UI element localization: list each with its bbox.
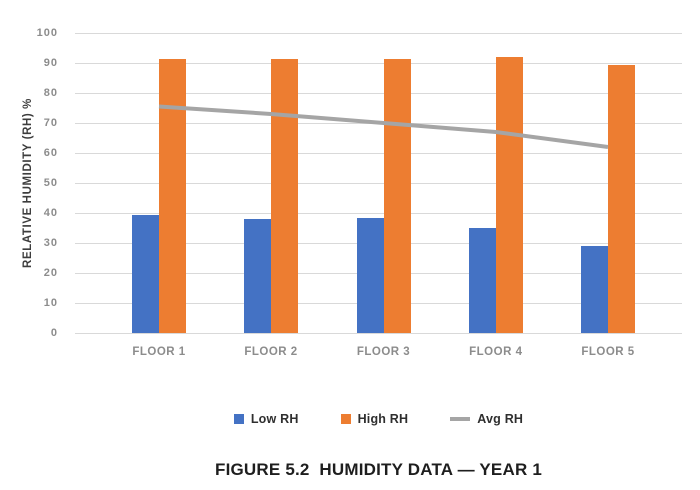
- legend-label: Avg RH: [477, 412, 524, 426]
- gridline: [75, 33, 682, 34]
- gridline: [75, 153, 682, 154]
- y-axis-tick-label: 100: [36, 27, 58, 39]
- legend-square-swatch: [340, 414, 351, 424]
- legend-item-avg-rh: Avg RH: [450, 412, 523, 426]
- bar-group-floor-5: [581, 64, 635, 333]
- legend-item-high-rh: High RH: [340, 412, 409, 426]
- gridline: [75, 93, 682, 94]
- y-axis-tick-label: 60: [43, 147, 58, 159]
- x-axis-label: FLOOR 5: [581, 346, 635, 358]
- bar-group-floor-3: [356, 58, 411, 333]
- gridline: [75, 333, 682, 334]
- bar-high-rh: [495, 57, 523, 333]
- y-axis-tick-label: 10: [43, 297, 58, 309]
- gridline: [75, 183, 682, 184]
- bar-low-rh: [244, 219, 271, 333]
- bar-high-rh: [383, 58, 411, 333]
- legend-line-swatch: [450, 417, 471, 421]
- y-axis-tick-label: 0: [50, 327, 58, 339]
- x-axis-label: FLOOR 2: [244, 346, 298, 358]
- y-axis-tick-label: 40: [43, 207, 58, 219]
- bar-low-rh: [356, 217, 384, 333]
- plot-area: [75, 33, 682, 334]
- legend: Low RH High RH Avg RH: [75, 412, 682, 426]
- x-axis-label: FLOOR 3: [356, 346, 411, 358]
- y-axis-tick-label: 90: [43, 57, 58, 69]
- x-axis-label: FLOOR 1: [132, 346, 186, 358]
- bar-high-rh: [271, 58, 298, 333]
- bar-low-rh: [468, 228, 496, 333]
- bar-group-floor-2: [244, 58, 298, 333]
- legend-label: Low RH: [250, 412, 299, 426]
- legend-label: High RH: [357, 412, 409, 426]
- gridline: [75, 63, 682, 64]
- bar-low-rh: [581, 246, 608, 333]
- bar-group-floor-1: [132, 58, 186, 333]
- y-axis-tick-label: 80: [43, 87, 58, 99]
- legend-square-swatch: [233, 414, 244, 424]
- y-axis-tick-label: 70: [43, 117, 58, 129]
- bar-low-rh: [132, 214, 159, 333]
- gridline: [75, 213, 682, 214]
- y-axis-tick-label: 30: [43, 237, 58, 249]
- legend-item-low-rh: Low RH: [233, 412, 299, 426]
- y-axis-tick-label: 50: [43, 177, 58, 189]
- figure-caption: FIGURE 5.2 HUMIDITY DATA — YEAR 1: [214, 460, 542, 479]
- bar-high-rh: [159, 58, 186, 333]
- bar-group-floor-4: [468, 57, 523, 333]
- y-axis-tick-label: 20: [43, 267, 58, 279]
- bar-high-rh: [608, 64, 635, 333]
- x-axis-label: FLOOR 4: [469, 346, 523, 358]
